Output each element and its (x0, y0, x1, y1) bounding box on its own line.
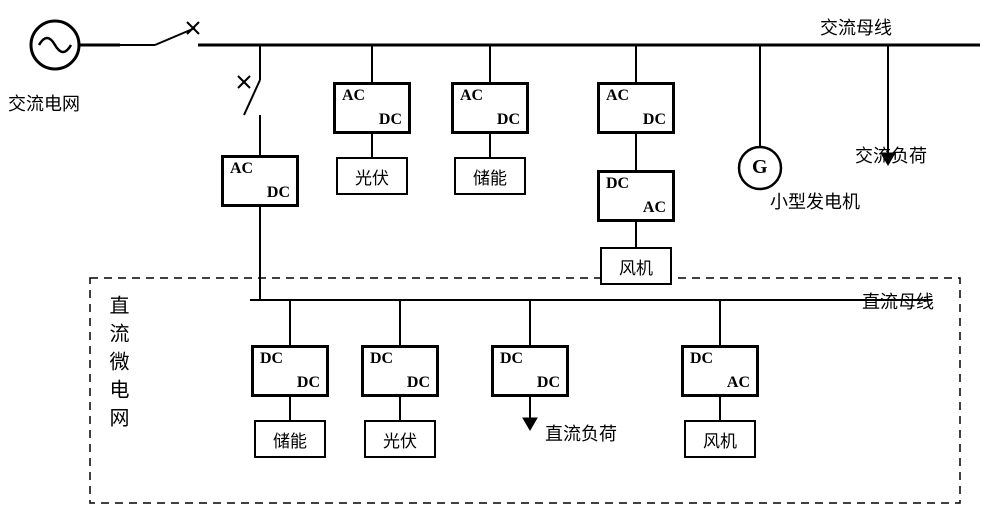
wind-dcac-dc: DC AC (681, 345, 759, 397)
pv-box-dc: 光伏 (364, 420, 436, 458)
small-gen-label: 小型发电机 (770, 188, 860, 214)
storage-box-ac: 储能 (454, 157, 526, 195)
ac-grid-label: 交流电网 (8, 90, 80, 116)
pv-dcdc: DC DC (361, 345, 439, 397)
wind-box-ac: 风机 (600, 247, 672, 285)
storage-acdc: AC DC (451, 82, 529, 134)
ac-bus-label: 交流母线 (820, 14, 892, 40)
storage-dcdc: DC DC (251, 345, 329, 397)
ac-load-label: 交流负荷 (855, 142, 927, 168)
wind-dcac: DC AC (597, 170, 675, 222)
dc-load-label: 直流负荷 (545, 420, 617, 446)
dc-bus-label: 直流母线 (862, 288, 934, 314)
wind-box-dc: 风机 (684, 420, 756, 458)
dc-microgrid-label: 直流微电网 (103, 295, 132, 435)
gen-letter: G (752, 156, 768, 179)
load-dcdc: DC DC (491, 345, 569, 397)
pv-box-ac: 光伏 (336, 157, 408, 195)
pv-acdc: AC DC (333, 82, 411, 134)
storage-box-dc: 储能 (254, 420, 326, 458)
wind-acdc: AC DC (597, 82, 675, 134)
interconnect-acdc: AC DC (221, 155, 299, 207)
